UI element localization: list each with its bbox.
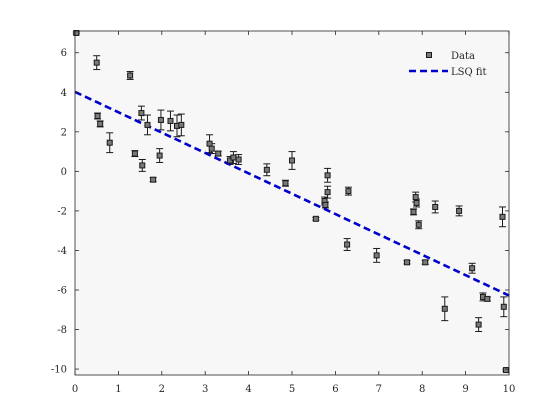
x-tick-label: 4 xyxy=(245,384,251,395)
x-tick-label: 3 xyxy=(202,384,208,395)
data-point xyxy=(150,176,157,183)
y-tick-label: 0 xyxy=(61,167,67,178)
data-point xyxy=(432,203,439,210)
data-point xyxy=(131,150,138,157)
data-point xyxy=(475,321,482,328)
data-point xyxy=(324,189,331,196)
x-tick-label: 2 xyxy=(159,384,165,395)
y-tick-label: 6 xyxy=(61,48,67,59)
x-tick-label: 1 xyxy=(115,384,121,395)
data-point xyxy=(235,156,242,163)
data-point xyxy=(324,172,331,179)
data-point xyxy=(73,29,80,36)
y-axis: -10 -8 -6 -4 -2 0 2 4 6 xyxy=(51,48,509,376)
data-point xyxy=(322,201,329,208)
x-tick-label: 7 xyxy=(376,384,382,395)
data-point xyxy=(410,208,417,215)
data-point xyxy=(157,116,164,123)
x-tick-label: 6 xyxy=(332,384,338,395)
data-point xyxy=(144,121,151,128)
data-point xyxy=(344,241,351,248)
y-tick-label: -10 xyxy=(51,365,67,376)
data-point xyxy=(94,113,101,120)
data-point xyxy=(404,259,411,266)
data-point xyxy=(500,303,507,310)
data-point xyxy=(230,154,237,161)
y-tick-label: -2 xyxy=(57,206,67,217)
x-tick-label: 8 xyxy=(419,384,425,395)
x-axis: 0 1 2 3 4 5 6 7 8 9 10 xyxy=(72,31,516,395)
data-point xyxy=(263,166,270,173)
data-point xyxy=(413,200,420,206)
data-point xyxy=(106,139,113,146)
y-tick-label: 4 xyxy=(61,88,67,99)
data-point xyxy=(178,121,185,128)
axes-background xyxy=(75,31,509,375)
legend-fit-label: LSQ fit xyxy=(451,67,487,78)
data-point xyxy=(456,207,463,214)
data-point xyxy=(156,152,163,159)
x-tick-label: 10 xyxy=(503,384,516,395)
data-point xyxy=(208,145,215,152)
data-point xyxy=(502,367,509,374)
legend-data-marker xyxy=(426,52,432,58)
data-point xyxy=(441,305,448,312)
data-point xyxy=(138,110,145,117)
x-tick-label: 0 xyxy=(72,384,78,395)
data-point xyxy=(469,265,476,272)
y-tick-label: 2 xyxy=(61,127,67,138)
data-point xyxy=(422,259,429,266)
data-point xyxy=(373,252,380,259)
y-tick-label: -4 xyxy=(57,246,67,257)
marker-layer xyxy=(73,29,509,374)
data-point xyxy=(93,59,100,66)
data-point xyxy=(97,120,104,127)
y-tick-label: -8 xyxy=(57,325,67,336)
legend-data-label: Data xyxy=(451,51,475,62)
data-point xyxy=(499,213,506,220)
y-tick-label: -6 xyxy=(57,285,67,296)
data-point xyxy=(282,180,289,187)
x-tick-label: 9 xyxy=(462,384,468,395)
data-point xyxy=(312,215,319,222)
data-point xyxy=(167,117,174,124)
data-point xyxy=(484,295,491,302)
x-tick-label: 5 xyxy=(289,384,295,395)
data-point xyxy=(289,157,295,164)
data-point xyxy=(127,72,134,79)
data-point xyxy=(412,194,419,201)
legend: Data LSQ fit xyxy=(409,51,487,78)
data-point xyxy=(415,221,422,228)
data-point xyxy=(215,150,222,157)
data-point xyxy=(206,140,213,147)
data-point xyxy=(345,188,352,195)
data-point xyxy=(139,162,146,169)
